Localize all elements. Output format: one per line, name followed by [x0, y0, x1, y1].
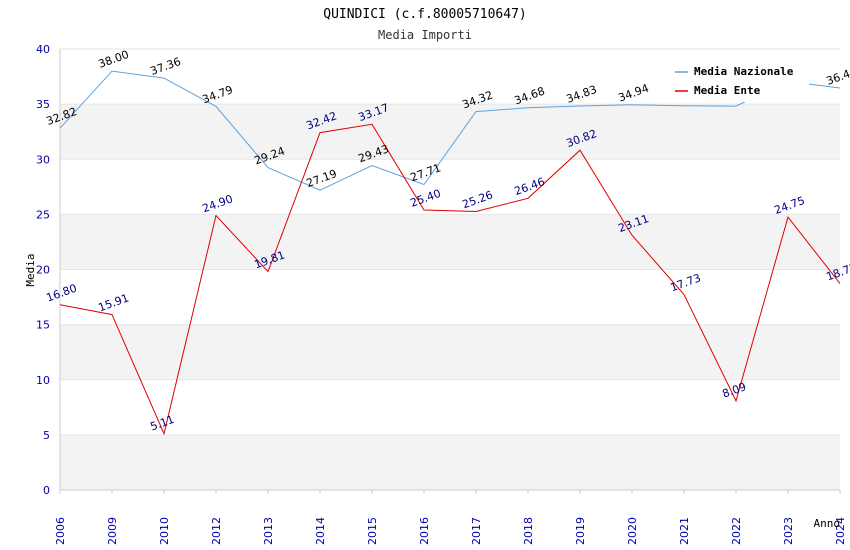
axes: 0 5 10 15 20 25 30 35 40 2006 2009 2010 2012 2013 2014…	[36, 43, 847, 545]
y-tick-label: 10	[36, 374, 50, 387]
x-tick-label: 2018	[522, 517, 535, 545]
x-tick-label: 2020	[626, 517, 639, 545]
x-tick-label: 2009	[106, 517, 119, 545]
chart-title: QUINDICI (c.f.80005710647)	[323, 7, 527, 22]
x-tick-label: 2021	[678, 517, 691, 545]
y-tick-label: 20	[36, 264, 50, 277]
series-line-nazionale	[59, 70, 841, 191]
grid-band	[60, 214, 840, 270]
x-tick-label: 2010	[158, 517, 171, 545]
grid-band	[60, 269, 840, 325]
chart-subtitle: Media Importi	[378, 28, 472, 42]
grid-band	[60, 379, 840, 435]
x-tick-label: 2019	[574, 517, 587, 545]
legend: Media Nazionale Media Ente	[669, 60, 809, 102]
x-tick-label: 2006	[54, 517, 67, 545]
x-tick-label: 2013	[262, 517, 275, 545]
y-tick-label: 5	[43, 429, 50, 442]
y-axis-label: Media	[24, 253, 37, 286]
x-tick-label: 2016	[418, 517, 431, 545]
grid-band	[60, 104, 840, 160]
legend-label-nazionale: Media Nazionale	[694, 65, 794, 78]
y-tick-label: 0	[43, 484, 50, 497]
x-tick-label: 2017	[470, 517, 483, 545]
x-tick-label: 2015	[366, 517, 379, 545]
x-tick-label: 2023	[782, 517, 795, 545]
y-tick-label: 25	[36, 208, 50, 221]
y-tick-label: 15	[36, 319, 50, 332]
x-tick-label: 2022	[730, 517, 743, 545]
grid-band	[60, 434, 840, 490]
y-tick-label: 30	[36, 153, 50, 166]
grid-band	[60, 324, 840, 380]
grid-band	[60, 159, 840, 215]
x-tick-label: 2024	[834, 517, 847, 545]
legend-label-ente: Media Ente	[694, 84, 761, 97]
grid-bands	[60, 48, 840, 491]
y-tick-label: 40	[36, 43, 50, 56]
series-lines	[59, 70, 841, 436]
series-line-ente	[59, 123, 841, 436]
x-axis-label: Anno	[814, 517, 841, 530]
y-tick-label: 35	[36, 98, 50, 111]
x-tick-label: 2012	[210, 517, 223, 545]
legend-box	[669, 60, 809, 102]
x-tick-label: 2014	[314, 517, 327, 545]
